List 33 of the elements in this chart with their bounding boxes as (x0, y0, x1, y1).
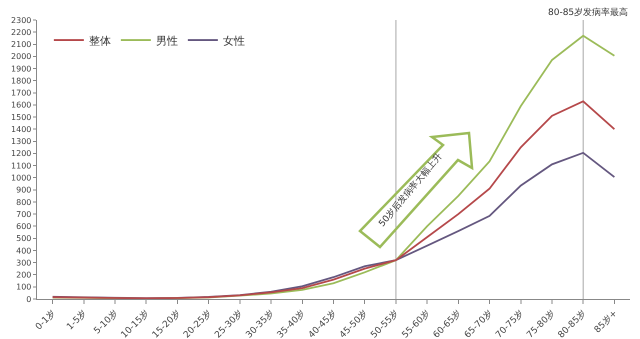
y-tick-label: 200 (16, 270, 32, 280)
y-tick-label: 300 (16, 258, 32, 268)
y-tick-label: 0 (26, 294, 32, 304)
y-tick-label: 2100 (11, 40, 32, 50)
x-tick-label: 1-5岁 (64, 308, 90, 332)
y-tick-label: 1900 (11, 64, 32, 74)
legend-label: 女性 (222, 34, 245, 48)
y-tick-label: 500 (16, 234, 32, 244)
y-tick-label: 1700 (11, 88, 32, 98)
x-tick-label: 0-1岁 (33, 308, 58, 332)
legend-label: 整体 (88, 34, 111, 48)
y-tick-label: 1800 (11, 76, 32, 86)
legend-label: 男性 (156, 34, 178, 48)
y-tick-label: 100 (16, 282, 32, 292)
y-tick-label: 2200 (11, 28, 32, 37)
y-tick-label: 800 (16, 198, 32, 207)
y-tick-label: 1200 (11, 149, 32, 158)
y-tick-label: 2300 (11, 16, 32, 25)
y-tick-label: 1300 (11, 137, 32, 146)
y-tick-label: 1500 (11, 112, 32, 122)
text: 80-85岁发病率最高 (548, 7, 628, 18)
annotation: 50岁后发病率大幅上升 (376, 151, 444, 230)
x-tick-label: 85岁+ (592, 308, 620, 336)
y-tick-label: 900 (16, 186, 32, 195)
y-tick-label: 600 (16, 222, 32, 232)
y-tick-label: 2000 (11, 52, 32, 62)
y-tick-label: 1000 (11, 174, 32, 182)
y-tick-label: 700 (16, 210, 32, 219)
y-tick-label: 1400 (11, 124, 32, 134)
line-series (52, 100, 616, 299)
y-tick-label: 1100 (11, 161, 32, 170)
y-tick-label: 1600 (11, 100, 32, 110)
y-tick-label: 400 (16, 246, 32, 256)
